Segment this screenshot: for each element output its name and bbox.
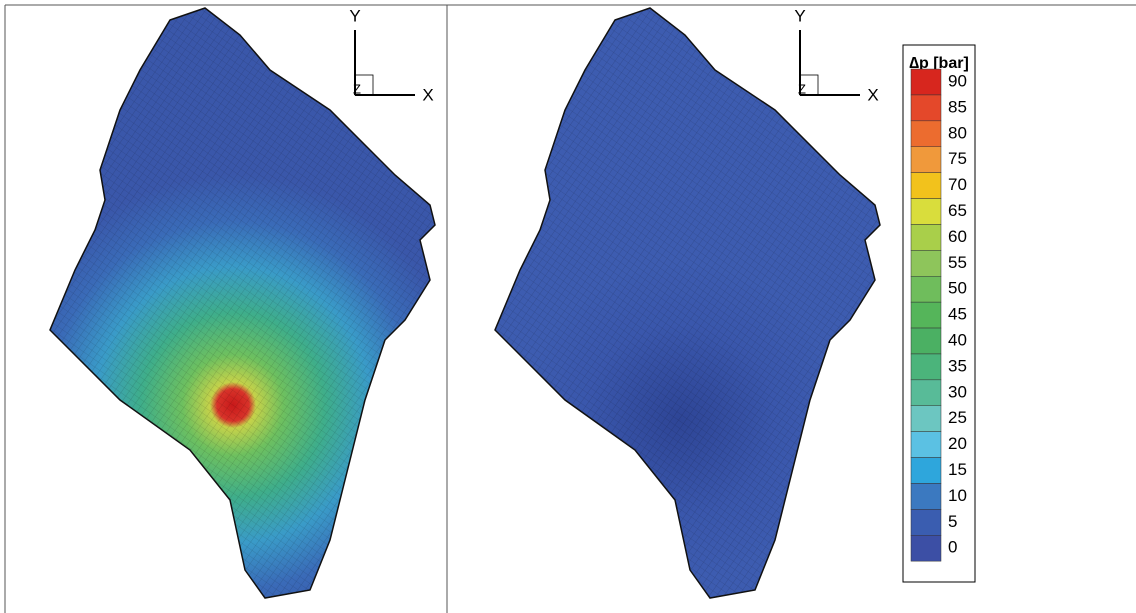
- colorbar-swatch: [911, 406, 941, 432]
- axis-label-z: Z: [798, 81, 806, 96]
- colorbar-label: 80: [948, 123, 967, 142]
- mesh-lines: [495, 8, 880, 598]
- colorbar-label: 15: [948, 460, 967, 479]
- axis-label-x: X: [422, 85, 433, 104]
- colorbar-swatch: [911, 328, 941, 354]
- axis-label-y: Y: [794, 6, 805, 25]
- colorbar-swatch: [911, 380, 941, 406]
- colorbar-swatch: [911, 95, 941, 121]
- colorbar-swatch: [911, 354, 941, 380]
- colorbar-swatch: [911, 535, 941, 561]
- colorbar-label: 70: [948, 175, 967, 194]
- colorbar-swatch: [911, 147, 941, 173]
- colorbar-swatch: [911, 69, 941, 95]
- figure: ∆p [bar] YXZYXZ9085807570656055504540353…: [0, 0, 1136, 613]
- colorbar-label: 85: [948, 97, 967, 116]
- colorbar-swatch: [911, 458, 941, 484]
- colorbar-label: 60: [948, 227, 967, 246]
- colorbar-swatch: [911, 432, 941, 458]
- colorbar-swatch: [911, 199, 941, 225]
- colorbar-swatch: [911, 250, 941, 276]
- colorbar-label: 40: [948, 330, 967, 349]
- colorbar-label: 45: [948, 305, 967, 324]
- axis-label-z: Z: [353, 81, 361, 96]
- axis-label-x: X: [867, 85, 878, 104]
- colorbar-label: 5: [948, 512, 957, 531]
- colorbar-label: 65: [948, 201, 967, 220]
- colorbar-swatch: [911, 509, 941, 535]
- panel-right: [495, 8, 880, 598]
- colorbar-label: 25: [948, 408, 967, 427]
- colorbar-label: 75: [948, 149, 967, 168]
- colorbar-label: 55: [948, 253, 967, 272]
- mesh-lines: [50, 8, 435, 598]
- colorbar-swatch: [911, 483, 941, 509]
- colorbar-swatch: [911, 224, 941, 250]
- axis-triad: Y X Z: [349, 6, 433, 104]
- axis-label-y: Y: [349, 6, 360, 25]
- colorbar-label: 90: [948, 71, 967, 90]
- colorbar-label: 30: [948, 382, 967, 401]
- colorbar-label: 50: [948, 279, 967, 298]
- colorbar-label: 20: [948, 434, 967, 453]
- axis-triad: Y X Z: [794, 6, 878, 104]
- colorbar-label: 35: [948, 356, 967, 375]
- colorbar-swatch: [911, 302, 941, 328]
- panel-left: [50, 8, 435, 598]
- colorbar-swatch: [911, 173, 941, 199]
- colorbar-swatch: [911, 121, 941, 147]
- colorbar-swatch: [911, 276, 941, 302]
- colorbar-label: 0: [948, 538, 957, 557]
- colorbar-label: 10: [948, 486, 967, 505]
